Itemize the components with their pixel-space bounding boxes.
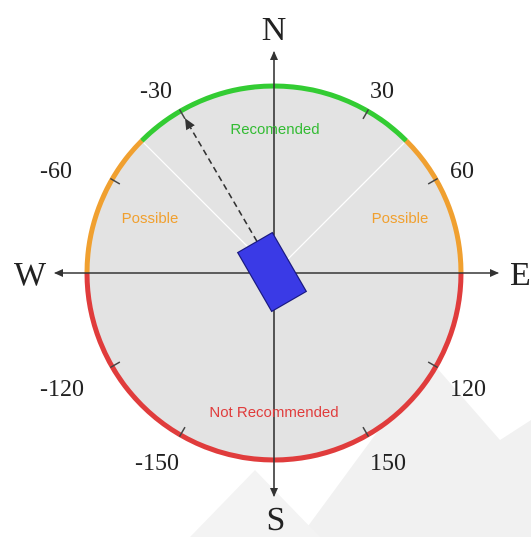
tick-mark bbox=[362, 426, 370, 438]
tick-mark bbox=[109, 361, 121, 369]
radial-line bbox=[273, 142, 405, 274]
vehicle-icon bbox=[236, 231, 308, 313]
angle-label-150: 150 bbox=[370, 450, 406, 476]
possible-right-label: Possible bbox=[372, 210, 429, 227]
angle-label-neg150: -150 bbox=[135, 450, 179, 476]
south-label: S bbox=[267, 501, 286, 537]
possible-right-arc bbox=[404, 139, 464, 274]
angle-labels: -30 30 -60 60 -120 120 -150 150 bbox=[40, 78, 486, 476]
tick-mark bbox=[427, 177, 439, 185]
watermark bbox=[190, 360, 531, 537]
possible-left-arc bbox=[84, 139, 144, 274]
zone-labels: Recomended Possible Possible Not Recomme… bbox=[122, 121, 429, 421]
north-label: N bbox=[262, 11, 287, 48]
angle-label-30: 30 bbox=[370, 78, 394, 104]
east-label: E bbox=[510, 256, 531, 293]
possible-left-label: Possible bbox=[122, 210, 179, 227]
heading-arrow-icon bbox=[184, 118, 263, 251]
angle-label-60: 60 bbox=[450, 158, 474, 184]
tick-mark bbox=[427, 361, 439, 369]
angle-label-neg60: -60 bbox=[40, 158, 72, 184]
recommended-label: Recomended bbox=[230, 121, 319, 138]
tick-mark bbox=[178, 108, 186, 120]
west-label: W bbox=[14, 256, 47, 293]
cardinal-labels: N S E W bbox=[14, 11, 531, 537]
angle-label-neg120: -120 bbox=[40, 376, 84, 402]
tick-mark bbox=[109, 177, 121, 185]
tick-marks bbox=[109, 108, 439, 438]
not-recommended-label: Not Recommended bbox=[209, 404, 338, 421]
angle-label-120: 120 bbox=[450, 376, 486, 402]
tick-mark bbox=[362, 108, 370, 120]
angle-label-neg30: -30 bbox=[140, 78, 172, 104]
tick-mark bbox=[178, 426, 186, 438]
